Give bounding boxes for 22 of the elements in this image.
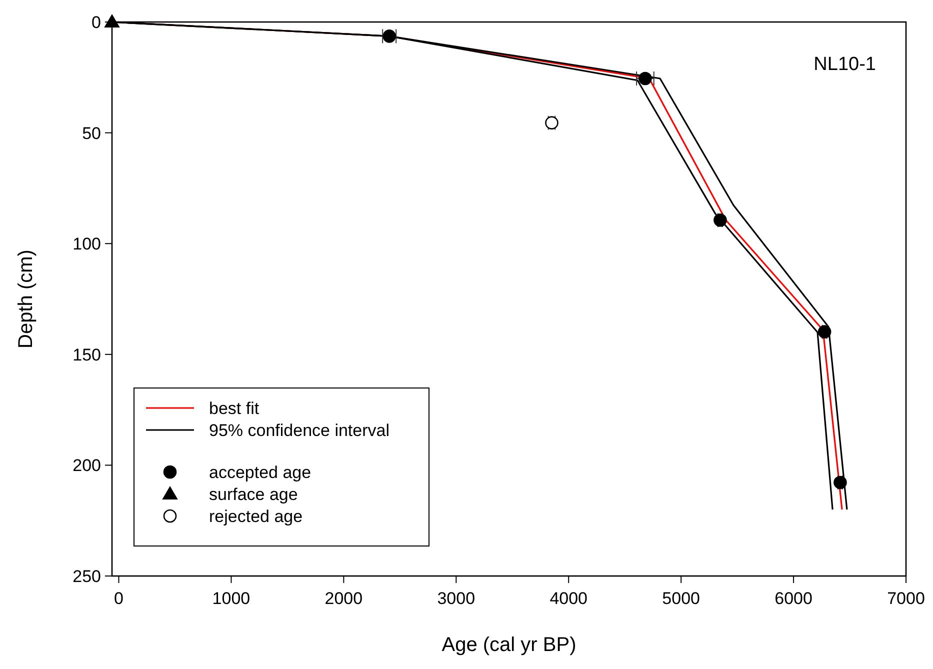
x-tick-label: 2000: [324, 589, 363, 608]
legend-label: rejected age: [209, 507, 303, 526]
x-tick-label: 0: [114, 589, 124, 608]
x-tick-label: 3000: [437, 589, 476, 608]
annotation: NL10-1: [814, 54, 876, 75]
legend-label: best fit: [209, 399, 260, 418]
x-tick-label: 6000: [774, 589, 812, 608]
y-tick-label: 50: [82, 124, 101, 143]
y-tick-label: 100: [72, 234, 101, 254]
y-tick-label: 200: [72, 456, 101, 476]
legend-label: 95% confidence interval: [209, 421, 390, 440]
legend-label: accepted age: [209, 463, 312, 482]
x-tick-label: 5000: [662, 589, 700, 608]
x-tick-label: 1000: [212, 589, 250, 608]
x-axis-title: Age (cal yr BP): [442, 634, 576, 656]
y-tick-label: 150: [72, 345, 101, 364]
y-tick-label: 0: [92, 13, 101, 32]
y-tick-label: 250: [72, 567, 101, 586]
x-tick-label: 4000: [550, 589, 588, 608]
x-tick-label: 7000: [887, 589, 925, 608]
y-axis-title: Depth (cm): [15, 250, 37, 348]
legend-label: surface age: [209, 485, 298, 504]
